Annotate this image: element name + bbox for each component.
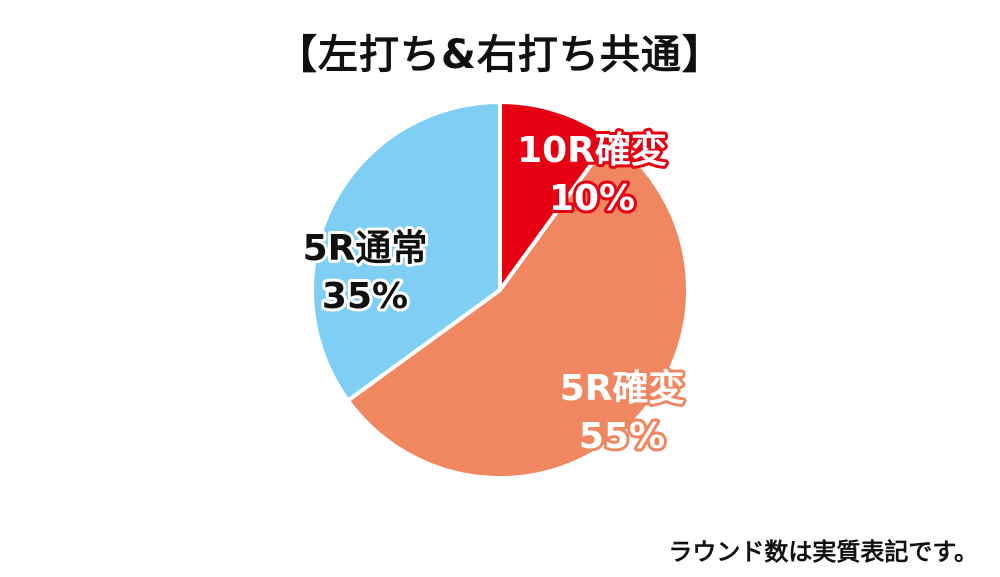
slice-name: 5R確変 (560, 367, 685, 409)
slice-percent: 10% (549, 178, 635, 219)
pie-labels: 10R確変 10% 5R確変 55% 5R通常 35% (300, 126, 688, 460)
pie-slice (345, 135, 690, 480)
pie-slice (310, 100, 502, 403)
pie-slices (310, 100, 690, 480)
footnote: ラウンド数は実質表記です。 (668, 538, 978, 566)
slice-label: 5R確変 55% (560, 367, 685, 457)
pie-slice (498, 100, 613, 292)
slice-label: 10R確変 10% (517, 129, 667, 219)
slice-name: 5R通常 (303, 228, 428, 269)
chart-title: 【左打ち&右打ち共通】 (277, 32, 723, 78)
slice-name: 10R確変 (517, 129, 667, 171)
slice-percent: 55% (579, 416, 665, 457)
slice-label: 5R通常 35% (303, 228, 428, 317)
slice-percent: 35% (322, 276, 408, 317)
